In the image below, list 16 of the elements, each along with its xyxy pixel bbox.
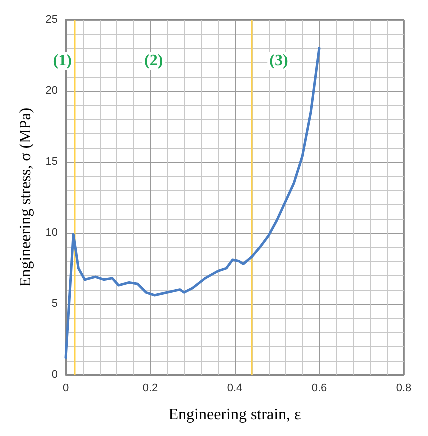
x-tick-label: 0.6: [312, 382, 328, 394]
y-tick-label: 15: [46, 156, 58, 168]
y-tick-label: 20: [46, 85, 58, 97]
y-tick-label: 10: [46, 227, 58, 239]
y-tick-label: 0: [52, 369, 58, 381]
x-tick-label: 0: [62, 382, 70, 394]
x-tick-label: 0.4: [227, 382, 243, 394]
x-tick-label: 0.2: [142, 382, 158, 394]
annotation: (1): [53, 52, 72, 70]
x-tick-label: 0.8: [396, 382, 412, 394]
y-tick-label: 5: [52, 298, 58, 310]
x-axis-title: Engineering strain, ε: [168, 406, 302, 424]
y-axis-title: Engineering stress, σ (MPa): [18, 108, 34, 288]
annotation: (3): [270, 52, 288, 70]
y-tick-label: 25: [46, 14, 58, 26]
annotation: (2): [144, 52, 164, 70]
